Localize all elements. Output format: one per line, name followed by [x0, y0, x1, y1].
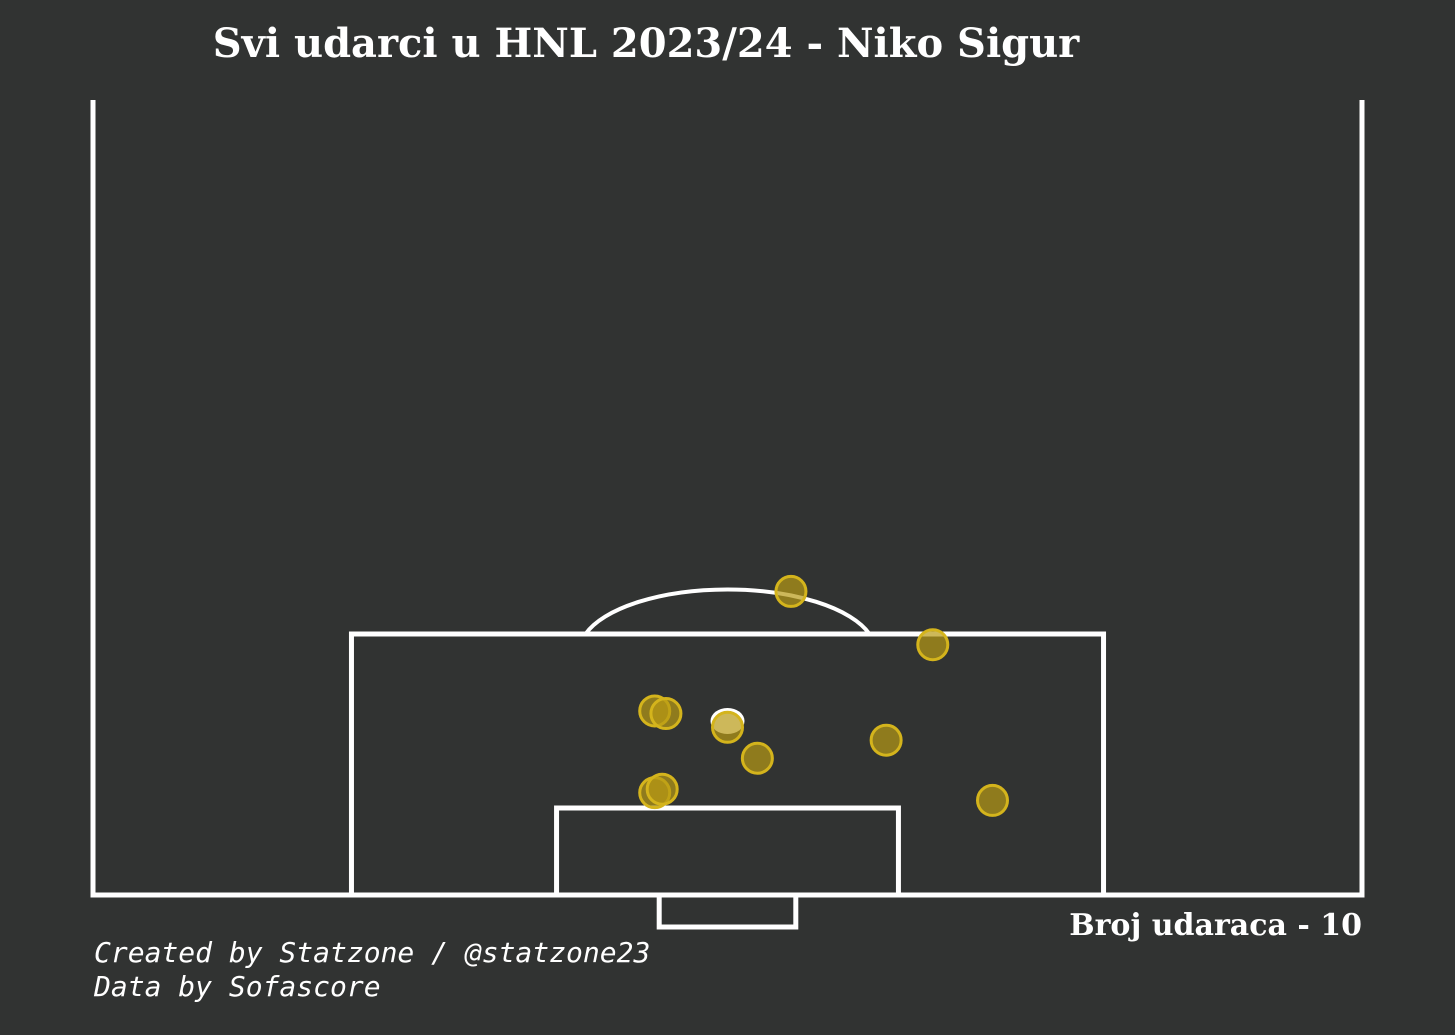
shot-marker [740, 741, 774, 775]
shot-marker [916, 628, 950, 662]
pitch-outline [90, 100, 1365, 898]
penalty-area [348, 631, 1107, 898]
shot-marker [975, 783, 1009, 817]
shot-marker [774, 574, 808, 608]
pitch-lines [90, 100, 1365, 930]
goal [656, 892, 799, 930]
credits-line-created: Created by Statzone / @statzone23 [94, 936, 651, 969]
shot-marker [869, 723, 903, 757]
six-yard-box [554, 805, 901, 898]
shot-marker [645, 772, 679, 806]
chart-title: Svi udarci u HNL 2023/24 - Niko Sigur [212, 20, 1080, 67]
shot-marker [711, 710, 744, 744]
shot-count-label: Broj udaraca - 10 [1069, 908, 1362, 943]
credits: Created by Statzone / @statzone23 Data b… [94, 936, 650, 1004]
penalty-arc [583, 587, 872, 636]
shots-layer [638, 574, 1009, 817]
credits-line-data: Data by Sofascore [94, 970, 381, 1003]
shot-marker [649, 697, 683, 731]
